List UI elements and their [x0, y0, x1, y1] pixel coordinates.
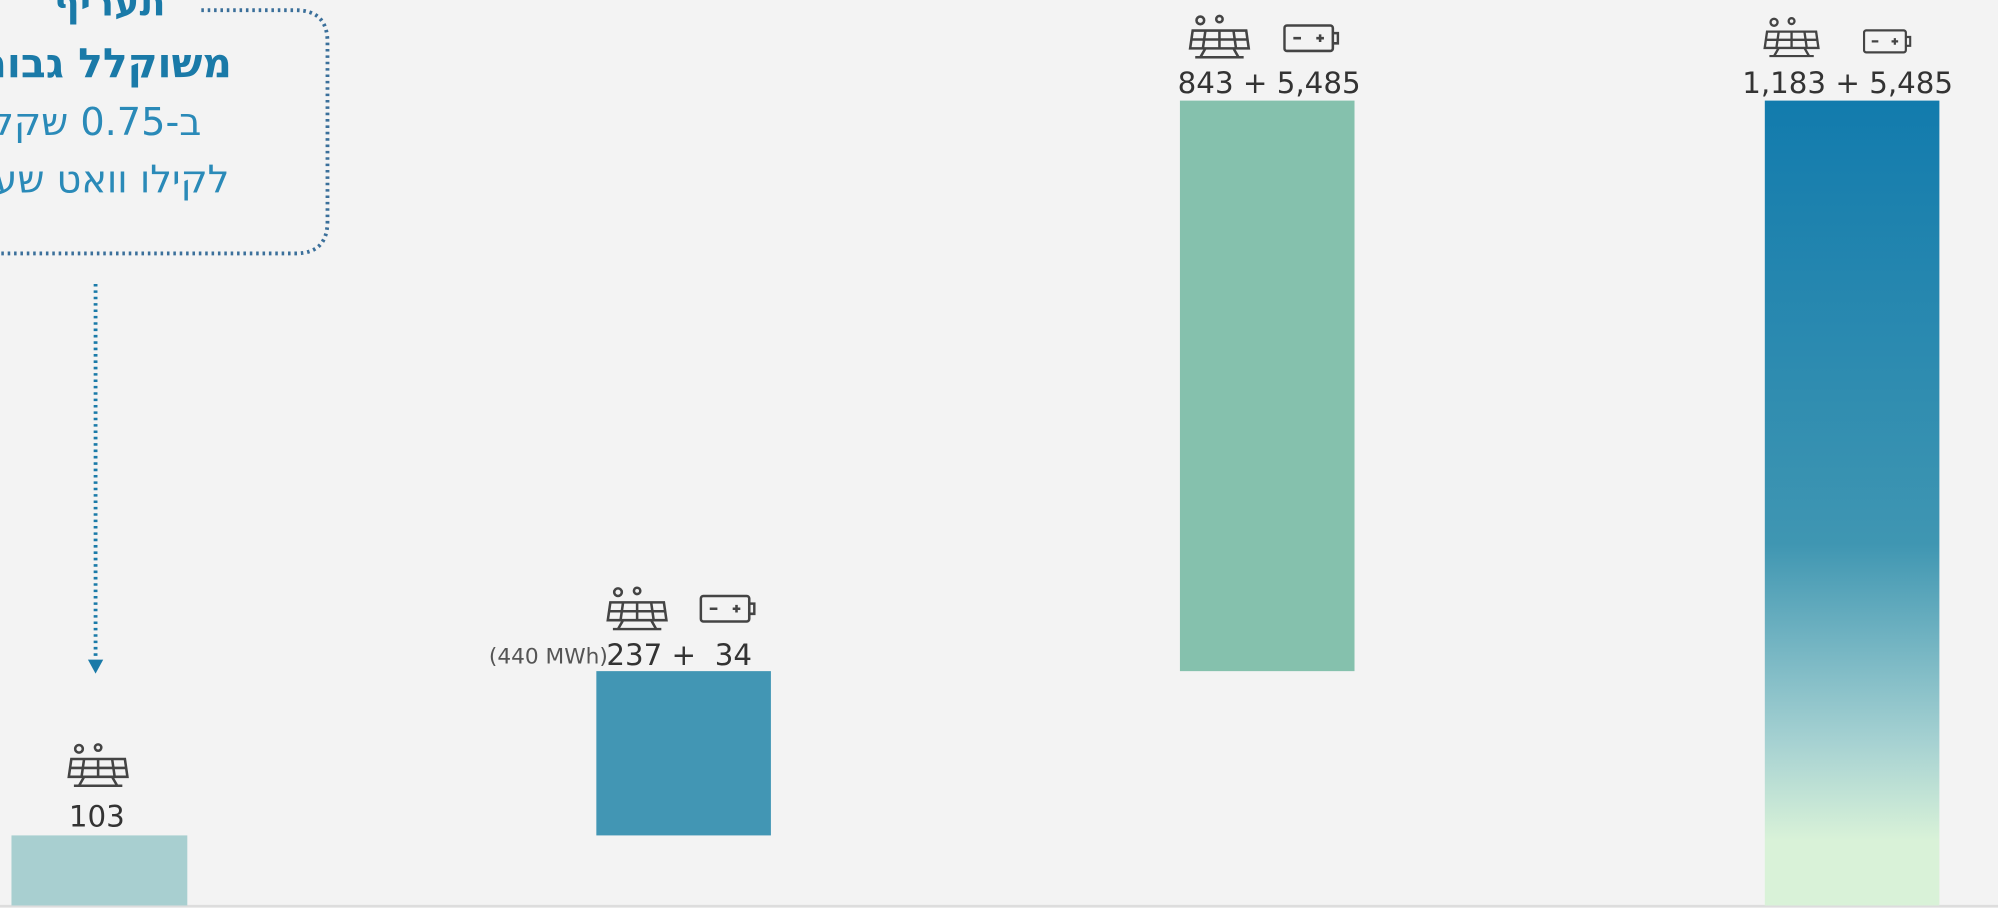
bar: [11, 835, 188, 906]
bar-note: (440 MWh): [489, 644, 608, 669]
callout-line: ב-0.75 שקל: [0, 101, 201, 145]
arrow-head: [87, 659, 104, 674]
bar-label: 843 + 5,485: [1178, 66, 1361, 100]
bar-label: 1,183 + 5,485: [1742, 66, 1953, 100]
callout-line: משוקלל גבוה: [0, 40, 232, 88]
callout-line: לקילו וואט שעה: [0, 158, 229, 202]
bar-label: 237 + 34: [606, 638, 752, 672]
callout-box: [0, 8, 330, 256]
callout-line: תעריף: [54, 0, 166, 25]
bar: [596, 671, 771, 836]
bar: [1764, 100, 1940, 906]
bar-label: 103: [69, 800, 125, 834]
bar: [1179, 100, 1355, 672]
